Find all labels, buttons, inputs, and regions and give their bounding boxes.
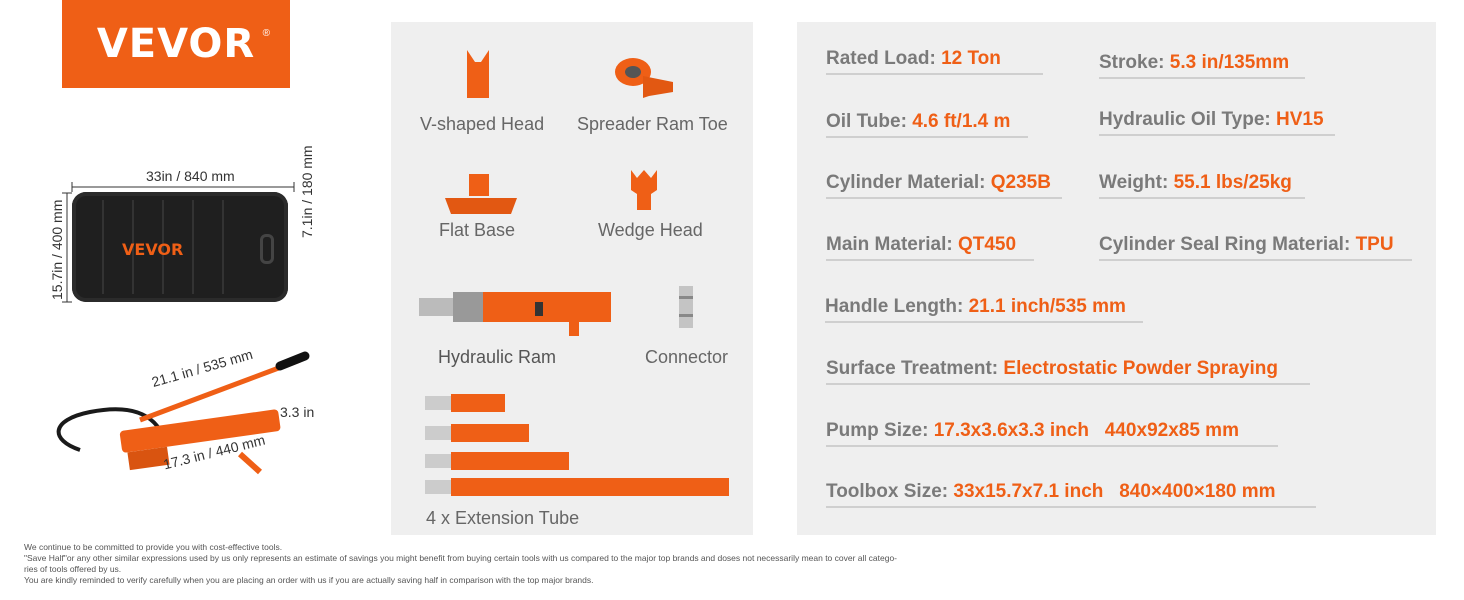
- wedge-head-label: Wedge Head: [598, 220, 703, 240]
- spreader-toe-image: [615, 58, 673, 98]
- spec-rated-load: Rated Load: 12 Ton: [826, 48, 1043, 75]
- toolbox-depth-label: 7.1in / 180 mm: [299, 145, 315, 238]
- spec-oil-tube: Oil Tube: 4.6 ft/1.4 m: [826, 111, 1028, 138]
- spec-cylinder-material: Cylinder Material: Q235B: [826, 172, 1062, 199]
- disclaimer-line: "Save Half"or any other similar expressi…: [24, 553, 898, 563]
- v-head-image: [467, 50, 489, 98]
- extension-tube-label: 4 x Extension Tube: [426, 508, 580, 528]
- spec-main-material: Main Material: QT450: [826, 234, 1034, 261]
- spreader-toe-label: Spreader Ram Toe: [577, 114, 728, 134]
- spec-seal-ring: Cylinder Seal Ring Material: TPU: [1099, 234, 1412, 261]
- disclaimer-line: ries of tools offered by us.: [24, 564, 122, 574]
- connector-label: Connector: [645, 347, 729, 367]
- hydraulic-ram-image: [419, 292, 611, 336]
- toolbox-case-image: VEVOR: [72, 192, 288, 302]
- registered-mark: ®: [262, 28, 270, 39]
- spec-handle-length: Handle Length: 21.1 inch/535 mm: [825, 296, 1143, 323]
- toolbox-width-label: 33in / 840 mm: [146, 168, 235, 184]
- disclaimer-line: You are kindly reminded to verify carefu…: [24, 575, 594, 585]
- toolbox-height-line: [62, 192, 72, 303]
- case-brand: VEVOR: [122, 240, 184, 259]
- pump-height-label: 3.3 in: [280, 404, 315, 420]
- spec-weight: Weight: 55.1 lbs/25kg: [1099, 172, 1305, 199]
- hydraulic-pump-image: [56, 351, 310, 475]
- v-head-label: V-shaped Head: [420, 114, 545, 134]
- wedge-head-image: [631, 170, 657, 210]
- product-dimensions: 33in / 840 mm 15.7in / 400 mm 7.1in / 18…: [0, 100, 380, 530]
- toolbox-width-line: [71, 182, 295, 192]
- disclaimer-line: We continue to be committed to provide y…: [24, 542, 283, 552]
- spec-surface-treatment: Surface Treatment: Electrostatic Powder …: [826, 358, 1310, 385]
- flat-base-label: Flat Base: [439, 220, 516, 240]
- spec-toolbox-size: Toolbox Size: 33x15.7x7.1 inch 840×400×1…: [826, 481, 1316, 508]
- connector-image: [679, 286, 693, 328]
- case-handle: [260, 234, 274, 264]
- specifications-panel: Rated Load: 12 Ton Stroke: 5.3 in/135mm …: [797, 22, 1436, 535]
- logo-text: VEVOR: [96, 21, 256, 67]
- accessories-panel: V-shaped Head Spreader Ram Toe Flat Base…: [391, 22, 753, 535]
- extension-tubes-image: [425, 394, 729, 496]
- disclaimer-text: We continue to be committed to provide y…: [24, 542, 964, 586]
- flat-base-image: [445, 174, 517, 214]
- spec-oil-type: Hydraulic Oil Type: HV15: [1099, 109, 1335, 136]
- spec-pump-size: Pump Size: 17.3x3.6x3.3 inch 440x92x85 m…: [826, 420, 1278, 447]
- spec-stroke: Stroke: 5.3 in/135mm: [1099, 52, 1305, 79]
- hydraulic-ram-label: Hydraulic Ram: [438, 347, 557, 367]
- vevor-logo: VEVOR ®: [62, 0, 290, 88]
